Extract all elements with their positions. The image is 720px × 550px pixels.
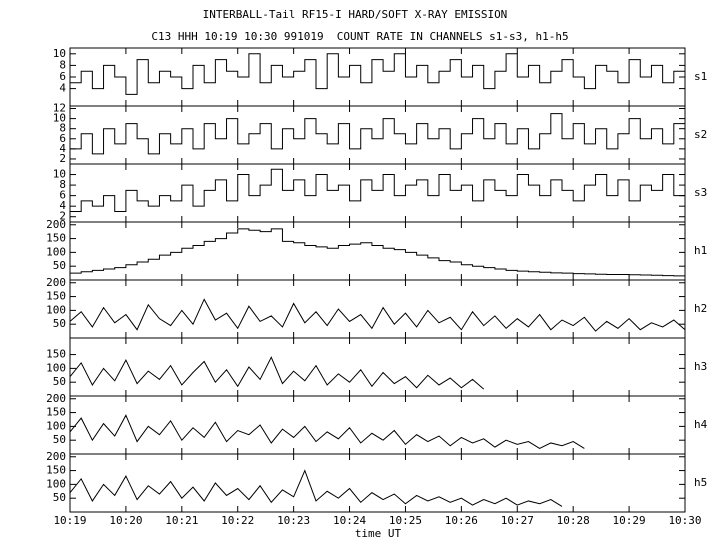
y-tick-label: 150 [46,232,66,245]
y-tick-label: 150 [46,290,66,303]
x-tick-label: 10:21 [165,514,198,527]
series-line [69,298,686,332]
y-tick-label: 100 [46,361,66,374]
y-tick-label: 2 [59,210,66,223]
series-label: h5 [694,476,707,489]
series-label: s1 [694,70,707,83]
x-tick-label: 10:24 [333,514,366,527]
y-tick-label: 150 [46,348,66,361]
series-label: h4 [694,418,708,431]
series-line [69,469,563,507]
y-tick-label: 6 [59,189,66,202]
y-tick-label: 100 [46,245,66,258]
x-tick-label: 10:30 [668,514,701,527]
y-tick-label: 8 [59,178,66,191]
series-line [70,228,686,277]
series-label: h2 [694,302,707,315]
y-tick-label: 50 [53,375,66,388]
panel-frame [69,395,686,455]
x-tick-label: 10:27 [501,514,534,527]
y-tick-label: 50 [53,317,66,330]
y-tick-label: 50 [53,259,66,272]
panel-frame [69,105,686,165]
x-tick-label: 10:20 [109,514,142,527]
y-tick-label: 200 [46,218,66,231]
series-line [70,168,686,212]
y-tick-label: 6 [59,132,66,145]
y-tick-label: 4 [59,199,66,212]
x-tick-label: 10:26 [445,514,478,527]
y-tick-label: 10 [53,112,66,125]
y-tick-label: 4 [59,82,66,95]
x-tick-label: 10:23 [277,514,310,527]
y-tick-label: 8 [59,122,66,135]
x-tick-label: 10:22 [221,514,254,527]
chart-subtitle: C13 HHH 10:19 10:30 991019 COUNT RATE IN… [151,30,568,43]
y-tick-label: 10 [53,168,66,181]
panel-frame [69,279,686,339]
x-tick-label: 10:19 [53,514,86,527]
panel-frame [69,337,686,397]
series-line [69,356,485,390]
y-tick-label: 200 [46,450,66,463]
series-label: s3 [694,186,707,199]
y-tick-label: 6 [59,70,66,83]
y-tick-label: 150 [46,464,66,477]
y-tick-label: 150 [46,406,66,419]
y-tick-label: 200 [46,392,66,405]
x-tick-label: 10:28 [557,514,590,527]
panel-frame [69,453,686,513]
x-axis-label: time UT [355,527,402,540]
panel-frame [69,221,686,281]
panel-frame [69,163,686,223]
series-line [70,113,686,155]
y-tick-label: 100 [46,303,66,316]
y-tick-label: 200 [46,276,66,289]
series-line [70,53,686,95]
y-tick-label: 12 [53,102,66,115]
series-label: h3 [694,360,707,373]
y-tick-label: 4 [59,142,66,155]
y-tick-label: 50 [53,491,66,504]
series-label: s2 [694,128,707,141]
series-label: h1 [694,244,707,257]
panel-frame [69,47,686,107]
y-tick-label: 50 [53,433,66,446]
y-tick-label: 100 [46,477,66,490]
x-tick-label: 10:25 [389,514,422,527]
y-tick-label: 10 [53,47,66,60]
series-line [69,414,585,450]
y-tick-label: 2 [59,152,66,165]
chart-title: INTERBALL-Tail RF15-I HARD/SOFT X-RAY EM… [203,8,508,21]
x-tick-label: 10:29 [613,514,646,527]
y-tick-label: 8 [59,58,66,71]
y-tick-label: 100 [46,419,66,432]
